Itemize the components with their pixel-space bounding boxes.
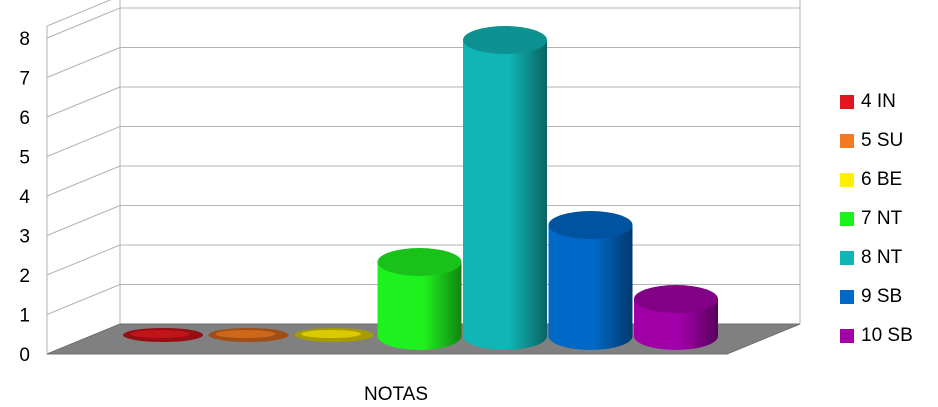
y-tick-label: 3	[19, 227, 30, 248]
gridline-side	[46, 47, 121, 78]
bar-body	[377, 262, 462, 351]
y-tick-label: 4	[19, 187, 30, 208]
legend-item: 4 IN	[840, 82, 913, 121]
legend-label: 8 NT	[861, 246, 903, 268]
bar-8-nt	[463, 26, 547, 350]
legend-swatch	[840, 250, 854, 265]
gridline-side	[46, 126, 121, 157]
gridline-side	[46, 165, 121, 197]
bar-7-nt	[377, 248, 462, 351]
y-tick-label: 0	[19, 345, 30, 366]
bar-5-su	[208, 328, 289, 342]
side-wall-top-edge	[46, 0, 112, 27]
bar-body	[463, 40, 547, 350]
x-axis-category-label: NOTAS	[364, 384, 428, 405]
y-tick-label: 6	[19, 108, 30, 129]
y-tick-label: 5	[19, 148, 30, 169]
legend-swatch	[840, 172, 854, 187]
legend-label: 6 BE	[861, 168, 903, 190]
legend-label: 7 NT	[861, 207, 903, 229]
legend-swatch	[840, 328, 854, 343]
y-tick-label: 7	[19, 69, 30, 90]
gridlines	[46, 7, 800, 315]
legend-label: 10 SB	[861, 324, 913, 346]
legend-item: 9 SB	[840, 277, 913, 316]
y-tick-label: 2	[19, 266, 30, 287]
gridline-side	[46, 284, 121, 315]
bar-top	[377, 248, 462, 276]
legend-swatch	[840, 289, 854, 304]
gridline-side	[46, 244, 121, 276]
legend-swatch	[840, 94, 854, 109]
y-tick-label: 8	[19, 29, 30, 50]
bar-9-sb	[548, 211, 633, 351]
bar-base-highlight	[301, 330, 361, 338]
bar-body	[634, 299, 718, 350]
chart-walls	[46, 0, 801, 354]
y-axis-ticks: 0 1 2 3 4 5 6 7 8	[19, 29, 30, 366]
bar-top	[548, 211, 633, 239]
legend-label: 4 IN	[861, 90, 896, 112]
gridline-side	[46, 205, 121, 236]
legend-item: 7 NT	[840, 199, 913, 238]
legend-item: 10 SB	[840, 316, 913, 355]
y-tick-label: 1	[19, 306, 30, 327]
bar-body	[548, 225, 633, 351]
legend-item: 6 BE	[840, 160, 913, 199]
gridline-side	[46, 7, 121, 39]
bars	[123, 26, 718, 351]
bar-top	[463, 26, 547, 54]
legend-item: 5 SU	[840, 121, 913, 160]
legend-label: 5 SU	[861, 129, 904, 151]
legend-label: 9 SB	[861, 285, 903, 307]
bar-top	[634, 285, 718, 313]
legend-item: 8 NT	[840, 238, 913, 277]
legend-swatch	[840, 133, 854, 148]
legend-swatch	[840, 211, 854, 226]
back-wall-outline	[799, 0, 801, 324]
bar-base-highlight	[215, 330, 276, 338]
bar-10-sb	[634, 285, 718, 350]
bar-6-be	[294, 328, 374, 342]
bar-4-in	[123, 328, 203, 342]
legend: 4 IN 5 SU 6 BE 7 NT 8 NT 9 SB 10 SB	[840, 82, 913, 355]
gridline-side	[46, 86, 121, 118]
bar-base-highlight	[130, 330, 190, 338]
